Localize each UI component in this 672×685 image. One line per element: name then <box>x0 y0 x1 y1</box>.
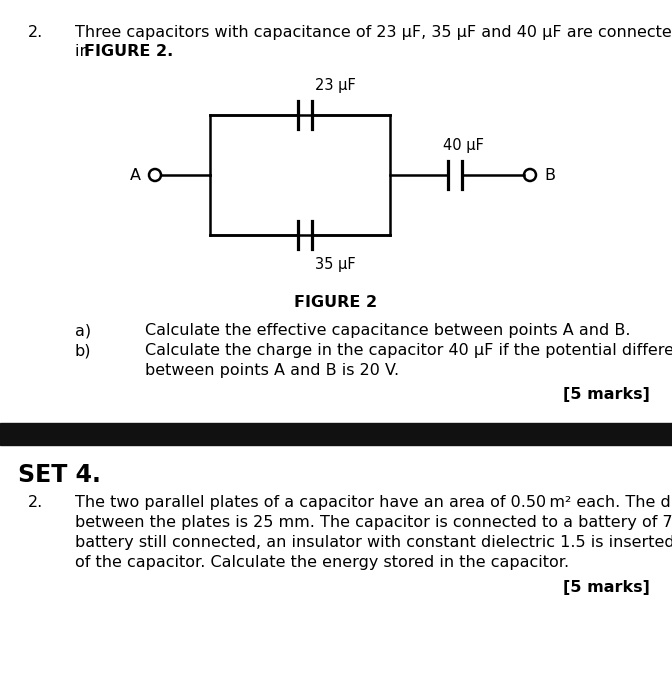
Text: a): a) <box>75 323 91 338</box>
Text: SET 4.: SET 4. <box>18 463 101 487</box>
Text: B: B <box>544 168 555 182</box>
Text: b): b) <box>75 343 91 358</box>
Text: of the capacitor. Calculate the energy stored in the capacitor.: of the capacitor. Calculate the energy s… <box>75 555 569 570</box>
Text: battery still connected, an insulator with constant dielectric 1.5 is inserted i: battery still connected, an insulator wi… <box>75 535 672 550</box>
Text: [5 marks]: [5 marks] <box>563 580 650 595</box>
Text: Calculate the effective capacitance between points A and B.: Calculate the effective capacitance betw… <box>145 323 630 338</box>
Text: between points A and B is 20 V.: between points A and B is 20 V. <box>145 363 399 378</box>
Text: in: in <box>75 44 95 59</box>
Text: FIGURE 2.: FIGURE 2. <box>84 44 173 59</box>
Text: [5 marks]: [5 marks] <box>563 387 650 402</box>
Text: 2.: 2. <box>28 495 43 510</box>
Text: Calculate the charge in the capacitor 40 μF if the potential difference: Calculate the charge in the capacitor 40… <box>145 343 672 358</box>
Text: The two parallel plates of a capacitor have an area of 0.50 m² each. The distanc: The two parallel plates of a capacitor h… <box>75 495 672 510</box>
Bar <box>0 423 672 445</box>
Text: FIGURE 2: FIGURE 2 <box>294 295 378 310</box>
Text: Three capacitors with capacitance of 23 μF, 35 μF and 40 μF are connected as sho: Three capacitors with capacitance of 23 … <box>75 25 672 40</box>
Text: 35 μF: 35 μF <box>315 257 355 272</box>
Text: A: A <box>130 168 141 182</box>
Text: 2.: 2. <box>28 25 43 40</box>
Text: 23 μF: 23 μF <box>315 78 355 93</box>
Text: between the plates is 25 mm. The capacitor is connected to a battery of 75 V. Wi: between the plates is 25 mm. The capacit… <box>75 515 672 530</box>
Text: 40 μF: 40 μF <box>443 138 484 153</box>
